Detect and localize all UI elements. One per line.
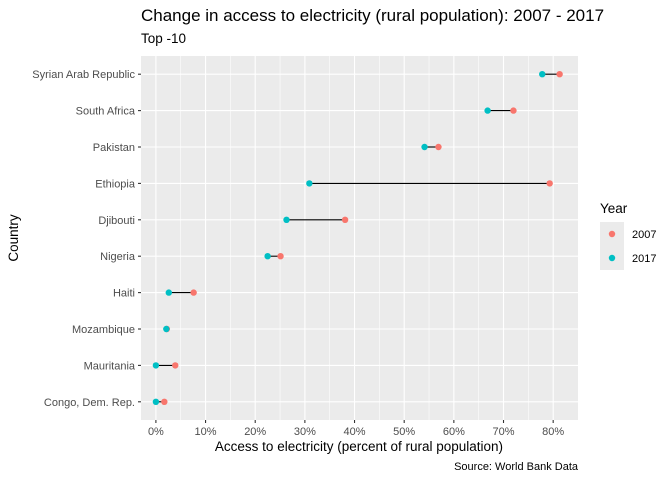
y-tick-label: Haiti [113,288,135,300]
y-tick-label: Mozambique [72,324,135,336]
y-tick-label: Mauritania [84,360,136,372]
chart-title: Change in access to electricity (rural p… [141,6,604,25]
point-2017-south-africa [484,107,491,114]
y-tick-label: South Africa [76,106,136,118]
plot-panel [141,56,578,420]
legend-key-2017 [608,254,616,262]
legend-label-2017: 2017 [632,253,656,265]
point-2007-syrian-arab-republic [556,71,563,78]
point-2007-south-africa [510,107,517,114]
x-tick-label: 40% [344,426,366,438]
point-2017-syrian-arab-republic [539,71,546,78]
point-2017-congo-dem-rep- [152,398,160,405]
y-axis-ticks: Syrian Arab Republic South Africa Pakistan… [32,69,141,409]
legend-key-2007 [608,230,616,238]
minor-gridlines [180,56,529,420]
point-2017-djibouti [283,216,290,223]
point-2017-ethiopia [306,180,313,187]
point-2007-ethiopia [546,180,553,187]
x-axis-title: Access to electricity (percent of rural … [215,439,503,454]
point-2017-haiti [165,289,173,296]
legend-label-2007: 2007 [632,229,656,241]
x-tick-label: 20% [244,426,266,438]
point-2007-congo-dem-rep- [161,398,168,405]
point-2007-djibouti [341,216,349,223]
x-tick-label: 30% [294,426,316,438]
point-2007-haiti [190,289,197,296]
point-2017-nigeria [264,253,271,260]
x-tick-label: 50% [393,426,415,438]
point-2017-pakistan [421,143,428,151]
legend-entries: 2007 2017 [600,222,656,270]
x-tick-label: 80% [542,426,564,438]
x-tick-label: 60% [443,426,465,438]
y-tick-label: Pakistan [93,142,135,154]
point-2017-mauritania [152,362,160,369]
chart-subtitle: Top -10 [141,31,186,46]
y-axis-title: Country [6,214,21,262]
x-tick-label: 0% [148,426,164,438]
x-axis-ticks: 0% 10% 20% 30% 40% 50% 60% 70% 80% [148,420,564,438]
point-2017-mozambique [163,325,170,333]
y-tick-label: Djibouti [98,215,135,227]
point-2007-mauritania [172,362,179,369]
x-tick-label: 70% [492,426,514,438]
y-tick-label: Syrian Arab Republic [32,69,135,81]
point-2007-nigeria [277,253,284,260]
point-2007-pakistan [435,143,442,151]
legend: Year 2007 2017 [600,201,656,270]
y-tick-label: Nigeria [100,251,136,263]
x-tick-label: 10% [195,426,217,438]
data-points [152,71,563,405]
y-tick-label: Congo, Dem. Rep. [44,397,135,409]
legend-title: Year [600,201,628,216]
y-tick-label: Ethiopia [95,178,136,190]
chart-caption: Source: World Bank Data [454,461,579,473]
